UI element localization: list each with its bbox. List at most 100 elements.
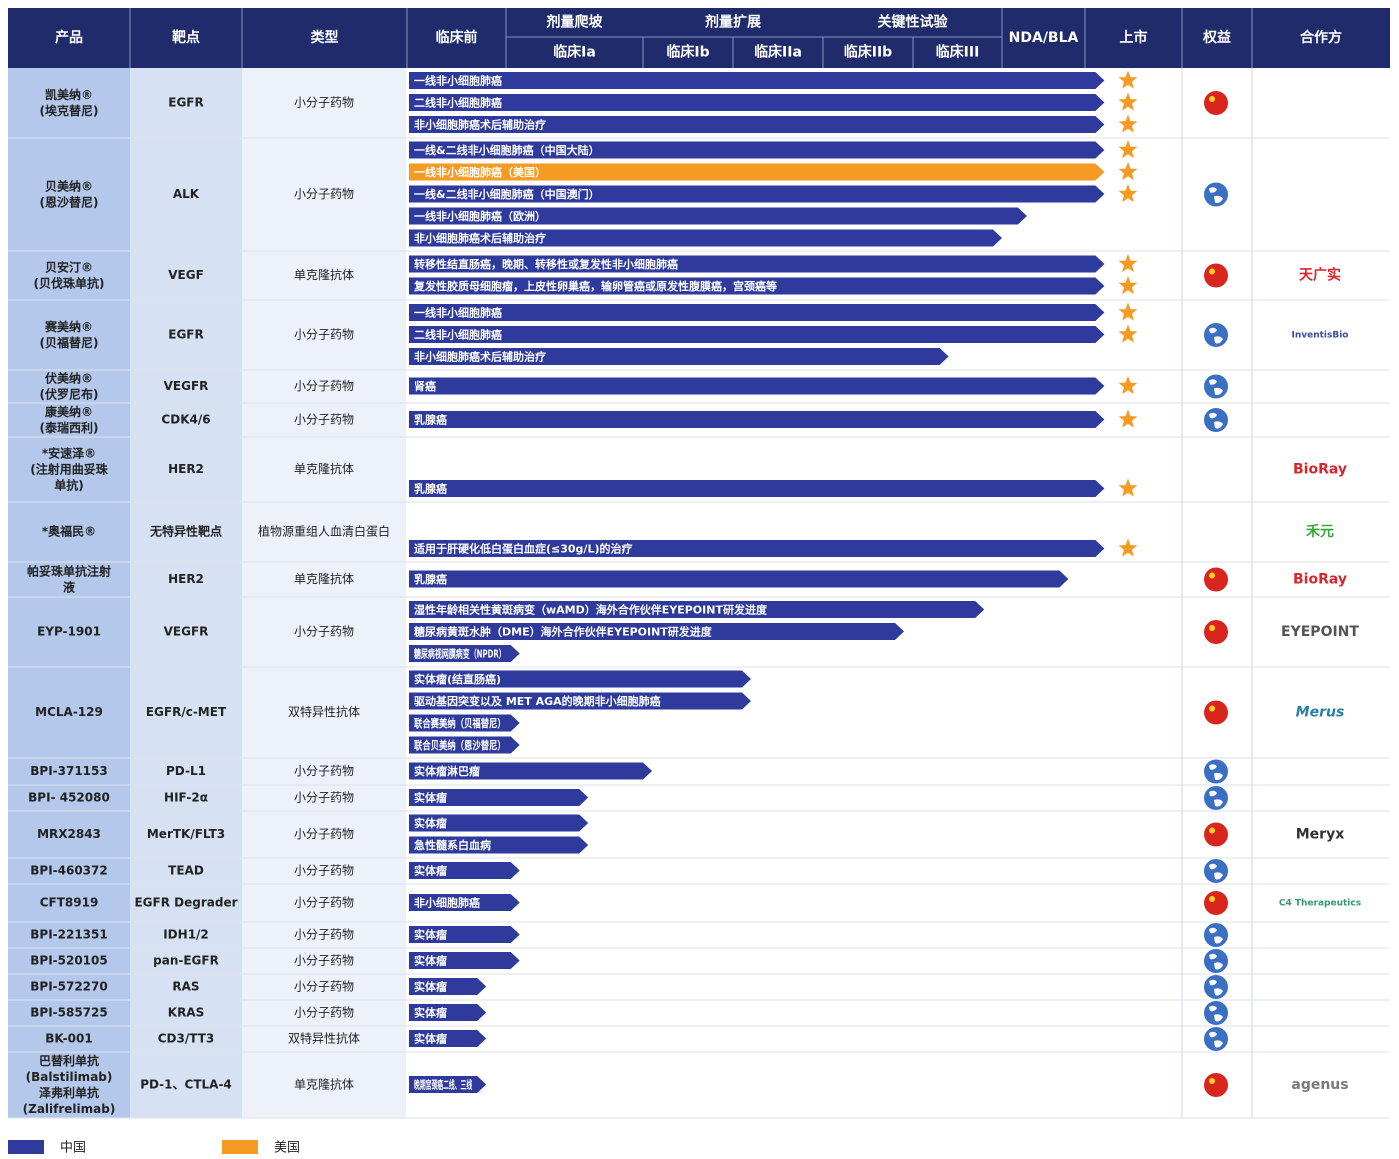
indication-label: 一线非小细胞肺癌 bbox=[414, 306, 502, 320]
indication-label: 晚期宫颈癌二线、三线 bbox=[414, 1078, 472, 1092]
progress-bar bbox=[409, 789, 589, 806]
launch-star bbox=[1118, 538, 1138, 557]
indication-label: 肾癌 bbox=[414, 379, 436, 393]
globe-icon bbox=[1204, 1001, 1228, 1025]
drug-type: 小分子药物 bbox=[294, 764, 354, 778]
china-flag-icon bbox=[1204, 1073, 1228, 1097]
indication-label: 驱动基因突变以及 MET AGA的晚期非小细胞肺癌 bbox=[414, 694, 661, 708]
progress-bar bbox=[409, 714, 520, 732]
target: PD-1、CTLA-4 bbox=[140, 1078, 232, 1092]
drug-type: 单克隆抗体 bbox=[294, 1077, 354, 1092]
china-flag-star bbox=[1209, 572, 1215, 579]
drug-type: 单克隆抗体 bbox=[294, 571, 354, 586]
column-bg bbox=[130, 68, 242, 1118]
progress-bar bbox=[409, 141, 1105, 159]
indication-label: 糖尿病视网膜病变（NPDR） bbox=[414, 647, 506, 661]
target: ALK bbox=[173, 187, 200, 201]
globe-icon bbox=[1204, 975, 1228, 999]
product-name: 帕妥珠单抗注射液 bbox=[27, 563, 111, 594]
progress-bar bbox=[409, 836, 589, 854]
column-bg bbox=[8, 68, 130, 1118]
drug-type: 小分子药物 bbox=[294, 896, 354, 910]
product-name: BPI-572270 bbox=[30, 980, 107, 994]
product-name: BPI-371153 bbox=[30, 764, 107, 778]
product-name: *奥福民® bbox=[42, 524, 96, 539]
product-name: 赛美纳® (贝福替尼) bbox=[40, 319, 99, 350]
column-header: 临床前 bbox=[436, 29, 478, 46]
launch-star bbox=[1118, 114, 1138, 133]
legend-label: 美国 bbox=[274, 1141, 300, 1156]
legend-label: 中国 bbox=[60, 1141, 86, 1156]
drug-type: 单克隆抗体 bbox=[294, 461, 354, 476]
indication-label: 一线非小细胞肺癌（美国） bbox=[414, 165, 546, 179]
launch-star bbox=[1118, 409, 1138, 428]
china-flag-icon bbox=[1204, 891, 1228, 915]
indication-label: 二线非小细胞肺癌 bbox=[414, 96, 502, 110]
target: HER2 bbox=[168, 462, 204, 476]
column-header: 类型 bbox=[311, 29, 339, 46]
product-name: 贝美纳® (恩沙替尼) bbox=[40, 178, 99, 209]
progress-bar bbox=[409, 601, 985, 618]
column-header: 靶点 bbox=[172, 29, 200, 46]
globe-land bbox=[1209, 1031, 1223, 1048]
column-header: 临床III bbox=[936, 44, 980, 61]
target: 无特异性靶点 bbox=[149, 524, 222, 539]
progress-bar bbox=[409, 348, 949, 365]
globe-land bbox=[1209, 379, 1223, 395]
target: VEGFR bbox=[164, 379, 209, 393]
china-flag-star bbox=[1209, 96, 1215, 102]
progress-bar bbox=[409, 1004, 487, 1021]
launch-star bbox=[1118, 140, 1138, 159]
globe-land bbox=[1209, 927, 1223, 944]
progress-bar bbox=[409, 862, 520, 879]
target: pan-EGFR bbox=[153, 954, 219, 968]
indication-label: 实体瘤(结直肠癌) bbox=[414, 672, 501, 686]
progress-bar bbox=[409, 163, 1105, 181]
drug-type: 双特异性抗体 bbox=[288, 1031, 360, 1046]
progress-bar bbox=[409, 670, 751, 688]
group-header: 剂量爬坡 bbox=[547, 14, 604, 31]
china-flag-star bbox=[1209, 896, 1215, 902]
column-bg bbox=[242, 68, 407, 1118]
partner-logo: C4 Therapeutics bbox=[1279, 899, 1361, 909]
product-name: BPI-585725 bbox=[30, 1006, 107, 1020]
indication-label: 一线非小细胞肺癌（欧洲） bbox=[414, 209, 546, 223]
drug-type: 小分子药物 bbox=[294, 928, 354, 942]
column-header: 临床Ia bbox=[553, 44, 596, 61]
product-name: BPI-460372 bbox=[30, 864, 107, 878]
target: PD-L1 bbox=[166, 764, 206, 778]
product-name: MCLA-129 bbox=[35, 705, 103, 719]
progress-bar bbox=[409, 229, 1002, 247]
progress-bar bbox=[409, 736, 520, 754]
china-flag-icon bbox=[1204, 620, 1228, 644]
product-name: CFT8919 bbox=[40, 896, 99, 910]
progress-bar bbox=[409, 623, 904, 640]
progress-bar bbox=[409, 814, 589, 832]
globe-land bbox=[1209, 187, 1223, 203]
progress-bar bbox=[409, 207, 1027, 225]
indication-label: 联合贝美纳（恩沙替尼） bbox=[414, 738, 506, 752]
progress-bar bbox=[409, 480, 1105, 497]
progress-bar bbox=[409, 277, 1105, 295]
progress-bar bbox=[409, 692, 751, 710]
china-flag-icon bbox=[1204, 91, 1228, 115]
column-header: 临床IIa bbox=[754, 44, 802, 61]
group-header: 剂量扩展 bbox=[705, 14, 761, 31]
target: EGFR/c-MET bbox=[146, 705, 227, 719]
globe-land bbox=[1209, 863, 1223, 880]
indication-label: 非小细胞肺癌术后辅助治疗 bbox=[414, 350, 546, 364]
indication-label: 复发性胶质母细胞瘤，上皮性卵巢癌，输卵管癌或原发性腹膜癌，宫颈癌等 bbox=[413, 279, 777, 293]
drug-type: 小分子药物 bbox=[294, 187, 354, 201]
progress-bar bbox=[409, 185, 1105, 203]
drug-type: 小分子药物 bbox=[294, 413, 354, 427]
progress-bar bbox=[409, 540, 1105, 557]
product-name: EYP-1901 bbox=[37, 625, 101, 639]
globe-icon bbox=[1204, 182, 1228, 207]
launch-star bbox=[1118, 254, 1138, 273]
china-flag-star bbox=[1209, 268, 1215, 275]
column-header: 上市 bbox=[1120, 29, 1148, 46]
drug-type: 小分子药物 bbox=[294, 791, 354, 805]
product-name: BPI- 452080 bbox=[28, 791, 110, 805]
indication-label: 乳腺癌 bbox=[414, 413, 447, 427]
